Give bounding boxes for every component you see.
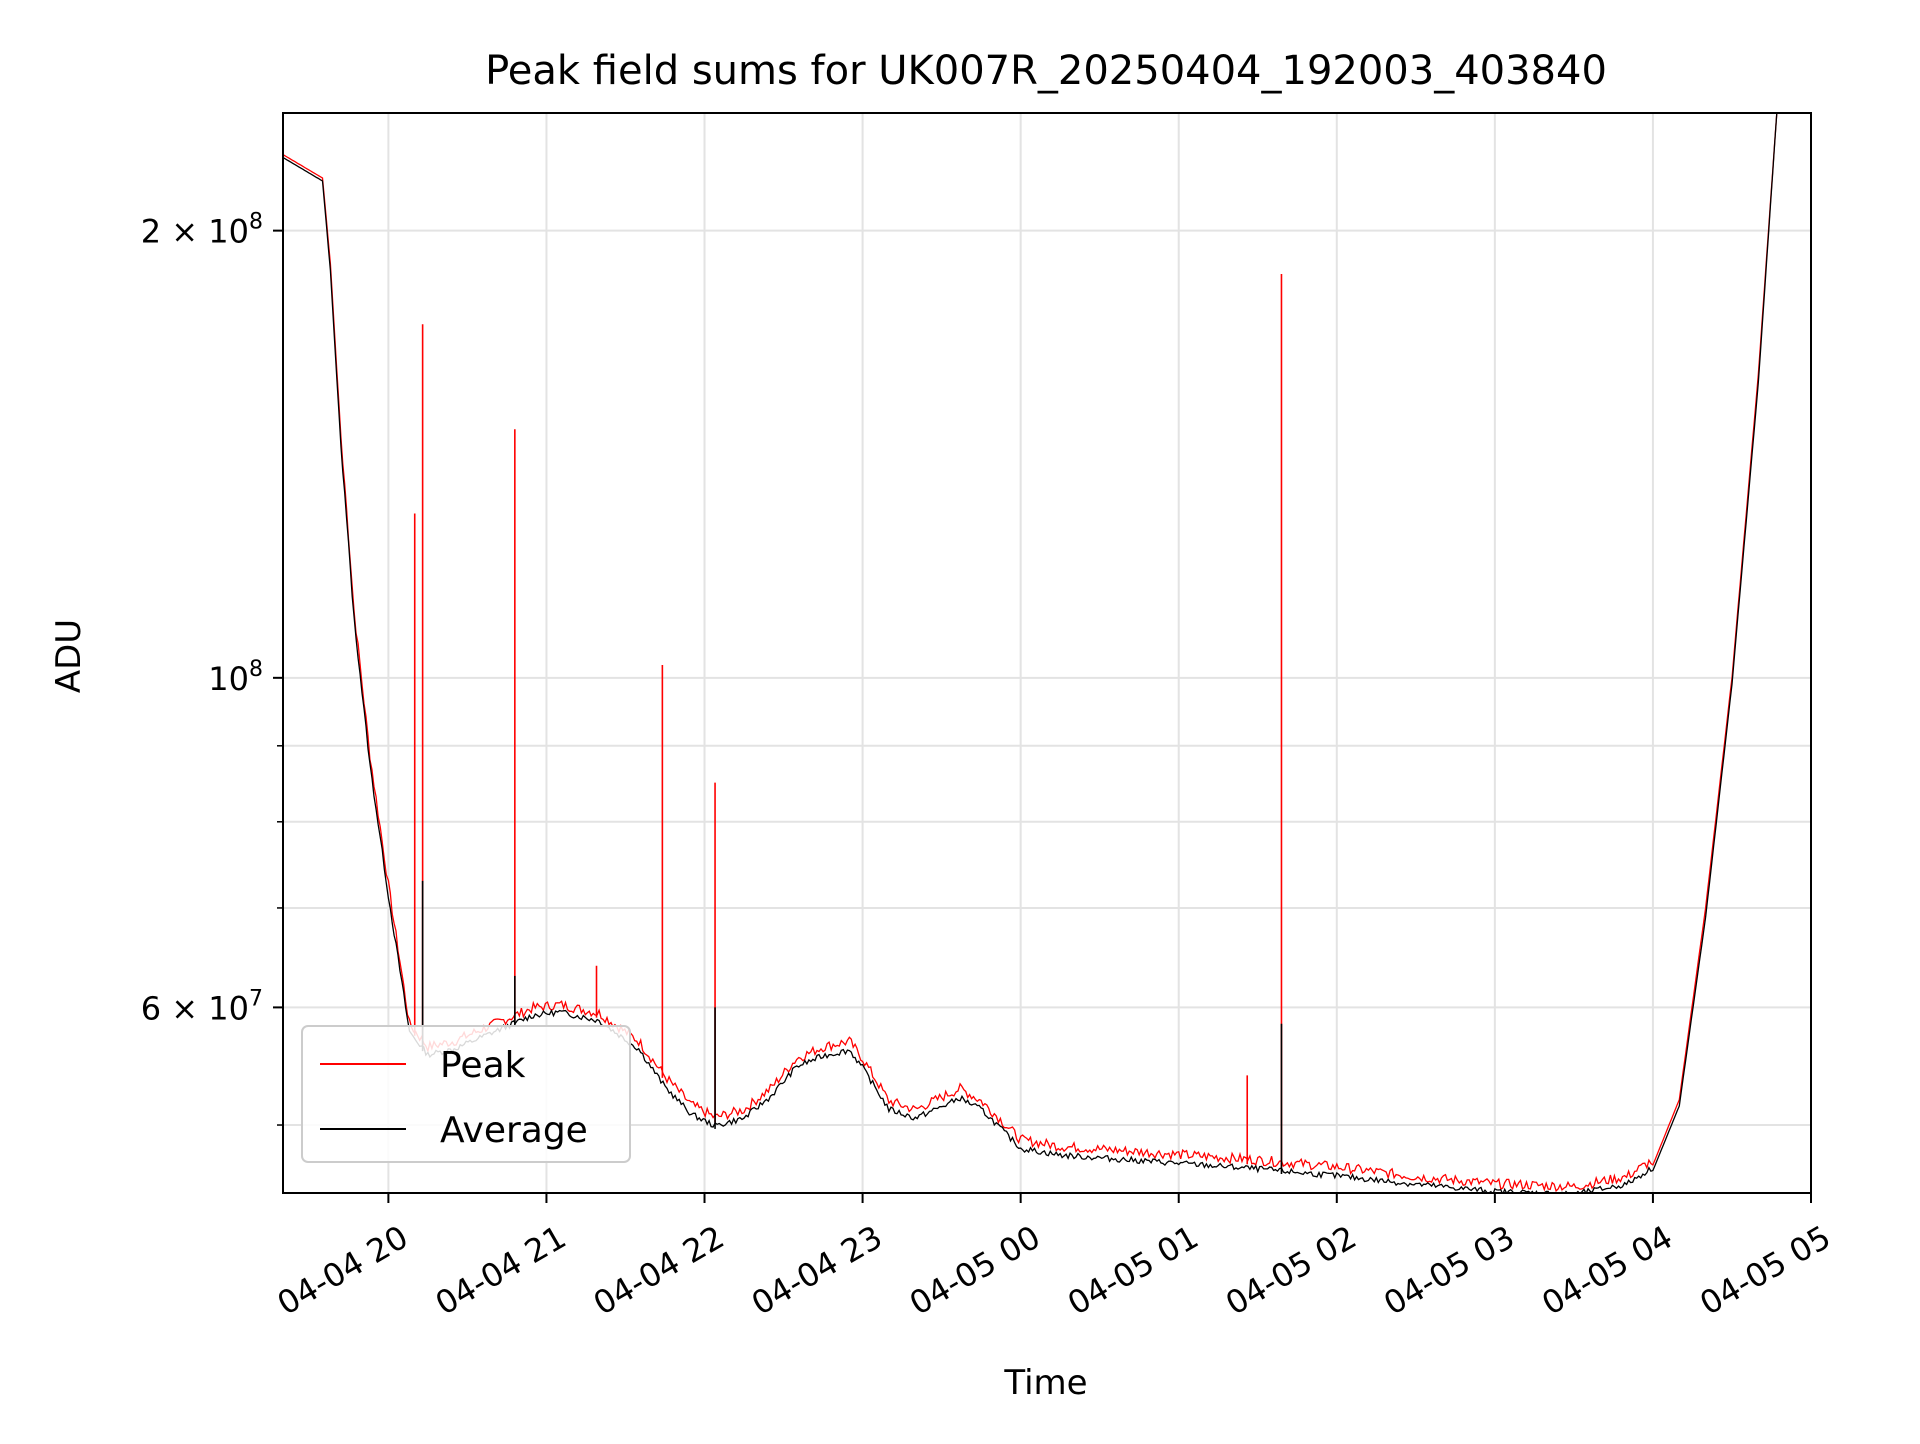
x-axis-label: Time bbox=[1003, 1363, 1087, 1403]
y-tick-label: 108 bbox=[208, 657, 263, 698]
y-tick-base: 10 bbox=[208, 660, 249, 698]
series-line-peak bbox=[283, 113, 1778, 1193]
y-tick-label: 2 × 108 bbox=[141, 210, 263, 251]
plot-frame bbox=[282, 112, 1812, 1194]
series-line-average bbox=[283, 113, 1778, 1193]
legend-label-peak: Peak bbox=[440, 1045, 526, 1086]
legend-label-average: Average bbox=[440, 1110, 588, 1151]
y-tick-base: 2 × 10 bbox=[141, 213, 249, 251]
y-tick-exponent: 7 bbox=[249, 986, 263, 1011]
y-tick-exponent: 8 bbox=[249, 210, 263, 235]
y-axis-label: ADU bbox=[49, 619, 89, 693]
legend: Peak Average bbox=[301, 1025, 631, 1163]
grid-layer bbox=[283, 113, 1812, 1193]
y-tick-exponent: 8 bbox=[249, 657, 263, 682]
series-layer bbox=[283, 113, 1778, 1193]
y-tick-base: 6 × 10 bbox=[141, 989, 249, 1027]
chart-title: Peak field sums for UK007R_20250404_1920… bbox=[485, 48, 1607, 94]
plot-area bbox=[283, 113, 1778, 1193]
y-tick-label: 6 × 107 bbox=[141, 986, 263, 1027]
